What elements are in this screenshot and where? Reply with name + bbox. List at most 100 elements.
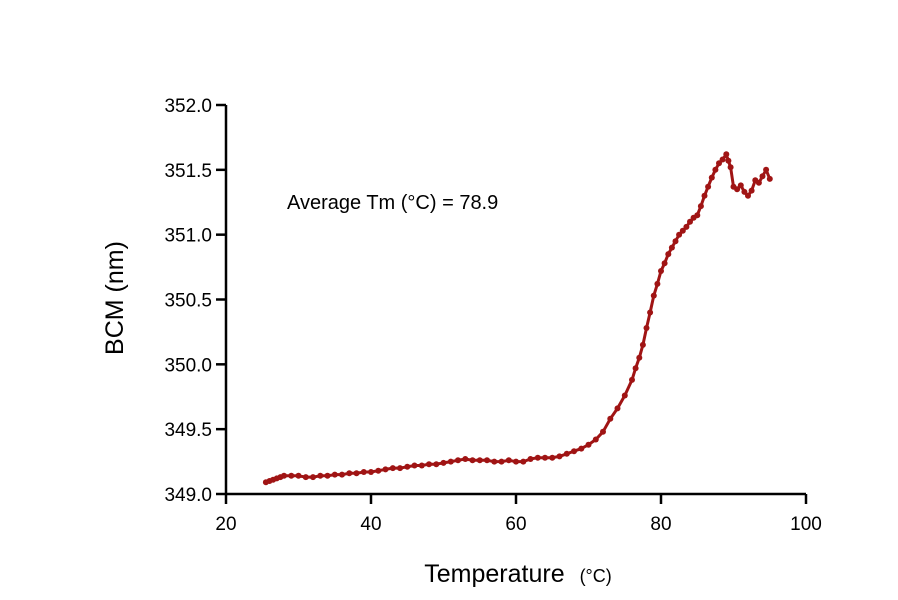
data-point [672,238,679,245]
data-point [759,173,766,180]
data-point [621,392,628,399]
x-tick-label: 40 [360,514,381,535]
data-point [643,325,650,331]
data-point [665,251,672,258]
data-point [520,458,527,465]
data-point [632,365,639,372]
data-point [484,457,490,464]
data-point [687,218,693,225]
data-point [585,441,592,448]
data-point [281,472,287,479]
data-point [324,472,331,479]
data-point [339,471,345,478]
data-point [426,461,432,468]
data-point [676,231,683,238]
data-point [397,465,403,472]
data-point [331,471,338,478]
data-point [636,354,643,361]
x-tick-label: 80 [650,514,671,535]
data-point [491,458,498,465]
y-tick-label: 349.5 [164,420,212,441]
data-point [614,405,621,412]
data-point [411,462,418,469]
y-tick-label: 352.0 [164,96,212,117]
data-point [668,244,675,251]
data-point [346,470,353,477]
y-tick-label: 350.5 [164,291,212,312]
data-point [578,445,585,452]
y-axis: 349.0 349.5 350.0 350.5 351.0 351.5 352.0 [164,96,228,506]
data-point [317,472,324,479]
data-point [723,151,730,158]
data-point [708,174,715,181]
data-point [498,458,505,465]
data-point [694,212,701,219]
data-point [433,461,440,468]
data-point [542,454,548,461]
data-point [469,457,476,464]
data-point [745,192,751,199]
data-point [295,472,302,479]
data-point [679,227,686,234]
data-point [697,203,704,210]
data-point [705,183,712,190]
series-temperature-bcm [262,151,773,486]
data-point [755,179,762,186]
data-point [368,469,374,475]
data-point [661,260,668,267]
data-point [549,454,556,461]
data-point [766,175,773,182]
data-point [440,459,447,466]
y-axis-title: BCM (nm) [101,241,129,355]
data-point [418,462,425,469]
data-point [701,192,708,199]
y-tick-label: 350.0 [164,355,212,376]
data-point [563,450,570,457]
data-point [683,223,690,230]
data-point [719,156,726,163]
data-point [734,186,741,193]
data-point [600,428,606,435]
data-point [654,280,661,287]
y-tick-label: 351.0 [164,226,212,247]
data-point [571,448,577,455]
x-tick-label: 60 [505,514,526,535]
data-point [389,465,396,472]
data-point [725,157,732,164]
data-point [647,309,654,316]
data-point [462,456,469,462]
data-point [716,160,722,167]
data-point [712,166,719,173]
data-point [302,474,309,481]
data-point [288,472,295,479]
data-point [556,453,563,460]
x-axis-title: Temperature (°C) [424,560,612,588]
data-point [534,454,541,461]
x-axis-title-unit: (°C) [580,566,612,586]
data-point [629,376,635,383]
data-point [353,470,360,477]
data-point [737,182,744,189]
data-point [360,469,367,475]
data-point [476,457,483,464]
data-point [513,458,519,465]
y-tick-label: 351.5 [164,161,212,182]
data-point [639,341,646,348]
data-point [763,166,770,173]
data-point [447,458,454,465]
data-point [748,187,755,194]
data-point [505,457,512,464]
data-point [310,474,316,481]
data-point [382,466,389,473]
data-point [741,188,748,195]
data-point [727,164,734,171]
data-point [527,456,534,462]
y-tick-label: 349.0 [164,485,212,506]
tm-annotation: Average Tm (°C) = 78.9 [287,192,498,214]
data-point [607,415,614,422]
data-point [658,268,664,274]
x-tick-label: 20 [215,514,236,535]
data-point [455,457,461,464]
data-point [404,463,411,470]
